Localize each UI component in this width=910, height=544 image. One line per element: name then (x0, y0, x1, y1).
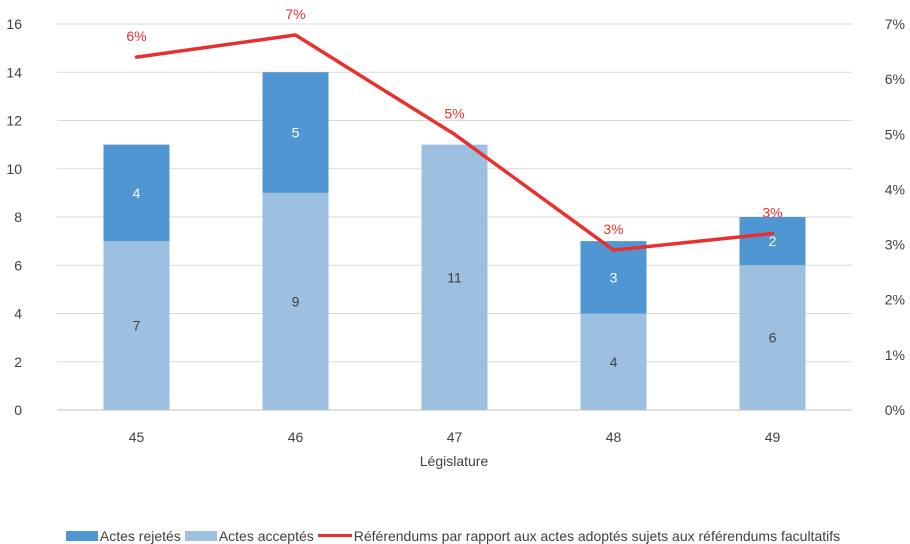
bar-data-labels: 7 4 9 5 11 4 3 6 2 (133, 125, 777, 370)
y2-tick-label: 7% (885, 16, 905, 32)
x-tick-label: 48 (606, 429, 622, 445)
bar-segment (580, 313, 647, 410)
bars (103, 72, 806, 410)
legend-swatch-accepted (184, 530, 217, 541)
y2-axis-tick-labels: 0% 1% 2% 3% 4% 5% 6% 7% (885, 16, 905, 418)
bar-value-label: 11 (447, 269, 462, 285)
bar-value-label: 4 (610, 354, 618, 370)
legend-item-line: Référendums par rapport aux actes adopté… (317, 527, 841, 544)
y2-tick-label: 1% (885, 347, 905, 363)
x-axis-title: Législature (420, 453, 489, 469)
legend-swatch-line (317, 534, 352, 537)
bar-value-label: 3 (610, 269, 618, 285)
bar-segment (262, 72, 329, 193)
line-value-label: 7% (285, 6, 305, 22)
x-tick-label: 49 (765, 429, 781, 445)
bar-segment (262, 192, 329, 410)
bar-segment (103, 144, 170, 242)
y2-tick-label: 5% (885, 126, 905, 142)
y-tick-label: 0 (14, 402, 22, 418)
y-tick-label: 6 (14, 257, 22, 273)
y2-tick-label: 6% (885, 71, 905, 87)
legend: Actes rejetés Actes acceptés Référendums… (0, 527, 910, 544)
line-value-label: 6% (126, 28, 146, 44)
legend-label-accepted: Actes acceptés (218, 527, 314, 544)
line-path (134, 33, 775, 252)
bar-segment (739, 217, 806, 266)
x-axis-tick-labels: 45 46 47 48 49 (129, 429, 781, 445)
y-tick-label: 8 (14, 209, 22, 225)
y-tick-label: 2 (14, 354, 22, 370)
line-value-label: 5% (444, 105, 464, 121)
y-tick-label: 14 (6, 64, 22, 80)
legend-swatch-rejected (65, 530, 98, 541)
bar-segment (421, 144, 488, 410)
line-value-label: 3% (603, 221, 623, 237)
bar-value-label: 9 (292, 293, 300, 309)
legend-item-accepted: Actes acceptés (184, 527, 314, 544)
bar-value-label: 2 (769, 233, 777, 249)
y2-tick-label: 2% (885, 292, 905, 308)
bar-value-label: 5 (292, 125, 300, 141)
bar-segment (739, 265, 806, 410)
y2-tick-label: 4% (885, 181, 905, 197)
x-tick-label: 47 (447, 429, 463, 445)
legend-label-line: Référendums par rapport aux actes adopté… (353, 527, 841, 544)
line-value-label: 3% (762, 205, 782, 221)
line-data-labels: 6% 7% 5% 3% 3% (126, 6, 782, 237)
y2-tick-label: 3% (885, 237, 905, 253)
bar-segment (103, 241, 170, 410)
y-axis-tick-labels: 0 2 4 6 8 10 12 14 16 (6, 16, 22, 418)
bar-segment (580, 241, 647, 314)
bar-value-label: 7 (133, 318, 141, 334)
x-tick-label: 46 (288, 429, 304, 445)
legend-label-rejected: Actes rejetés (99, 527, 181, 544)
line-series (134, 33, 775, 252)
bar-value-label: 4 (133, 185, 141, 201)
y-tick-label: 12 (6, 113, 22, 129)
bar-value-label: 6 (769, 330, 777, 346)
y2-tick-label: 0% (885, 402, 905, 418)
y-tick-label: 4 (14, 306, 22, 322)
y-tick-label: 10 (6, 161, 22, 177)
y-tick-label: 16 (6, 16, 22, 32)
x-tick-label: 45 (129, 429, 145, 445)
legend-item-rejected: Actes rejetés (65, 527, 181, 544)
